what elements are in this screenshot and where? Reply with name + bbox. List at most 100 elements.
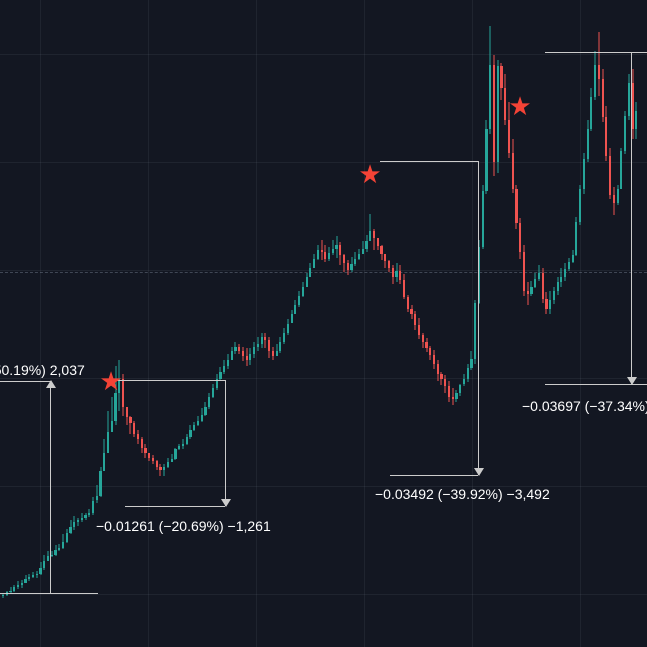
measurement-label: 2037 (50.19%) 2,037	[0, 362, 85, 378]
measurement-label: −0.03697 (−37.34%)	[522, 398, 647, 414]
candle	[497, 0, 499, 647]
candle	[373, 0, 375, 647]
measurement-rail	[125, 506, 225, 507]
candle	[287, 0, 289, 647]
candle	[437, 0, 439, 647]
measurement-label: −0.01261 (−20.69%) −1,261	[96, 518, 271, 534]
candle	[201, 0, 203, 647]
candle	[380, 0, 382, 647]
candle	[328, 0, 330, 647]
candle	[231, 0, 233, 647]
candle	[620, 0, 622, 647]
candle	[28, 0, 30, 647]
candle	[39, 0, 41, 647]
measurement-arrow	[225, 380, 226, 506]
candle	[17, 0, 19, 647]
measurement-rail	[390, 475, 478, 476]
candle	[186, 0, 188, 647]
candle	[111, 0, 113, 647]
candle	[422, 0, 424, 647]
candle	[234, 0, 236, 647]
candle	[189, 0, 191, 647]
candle	[440, 0, 442, 647]
candle	[122, 0, 124, 647]
candle	[452, 0, 454, 647]
candle	[395, 0, 397, 647]
candle	[6, 0, 8, 647]
candle	[167, 0, 169, 647]
measurement-rail	[380, 161, 478, 162]
candle	[156, 0, 158, 647]
candle	[590, 0, 592, 647]
candle	[171, 0, 173, 647]
candle	[129, 0, 131, 647]
candle	[538, 0, 540, 647]
candle	[107, 0, 109, 647]
candle	[291, 0, 293, 647]
candle	[126, 0, 128, 647]
candle	[141, 0, 143, 647]
candle	[133, 0, 135, 647]
candle	[407, 0, 409, 647]
candle	[339, 0, 341, 647]
candle	[43, 0, 45, 647]
candle	[392, 0, 394, 647]
candle	[32, 0, 34, 647]
candle	[212, 0, 214, 647]
candle	[335, 0, 337, 647]
candle	[572, 0, 574, 647]
peak-star-icon: ★	[99, 368, 122, 394]
candle	[227, 0, 229, 647]
candle	[272, 0, 274, 647]
candle	[377, 0, 379, 647]
candle	[635, 0, 637, 647]
candle	[81, 0, 83, 647]
candle	[58, 0, 60, 647]
candle	[358, 0, 360, 647]
candlestick-chart[interactable]: 2037 (50.19%) 2,037 −0.01261 (−20.69%) −1…	[0, 0, 647, 647]
candle	[257, 0, 259, 647]
candle	[485, 0, 487, 647]
candle	[350, 0, 352, 647]
candle	[403, 0, 405, 647]
measurement-rail	[112, 380, 225, 381]
candle	[467, 0, 469, 647]
candle	[223, 0, 225, 647]
candle	[13, 0, 15, 647]
candle	[617, 0, 619, 647]
candle	[246, 0, 248, 647]
measurement-arrow	[631, 52, 632, 384]
candle	[54, 0, 56, 647]
candle	[459, 0, 461, 647]
peak-star-icon: ★	[358, 161, 381, 187]
measurement-arrow	[478, 161, 479, 475]
candle	[174, 0, 176, 647]
candle	[410, 0, 412, 647]
measurement-rail	[0, 593, 98, 594]
measurement-label: −0.03492 (−39.92%) −3,492	[375, 486, 550, 502]
candle	[302, 0, 304, 647]
candle	[534, 0, 536, 647]
candle	[489, 0, 491, 647]
candle	[62, 0, 64, 647]
candle	[448, 0, 450, 647]
candle	[159, 0, 161, 647]
candle	[425, 0, 427, 647]
peak-star-icon: ★	[508, 93, 531, 119]
candle	[69, 0, 71, 647]
candle	[553, 0, 555, 647]
candle	[347, 0, 349, 647]
candle	[605, 0, 607, 647]
candle	[36, 0, 38, 647]
candle	[264, 0, 266, 647]
candle	[575, 0, 577, 647]
candle	[579, 0, 581, 647]
candle	[283, 0, 285, 647]
candle	[73, 0, 75, 647]
candle	[549, 0, 551, 647]
candle	[399, 0, 401, 647]
candle	[47, 0, 49, 647]
candle	[208, 0, 210, 647]
candle	[216, 0, 218, 647]
candle	[613, 0, 615, 647]
